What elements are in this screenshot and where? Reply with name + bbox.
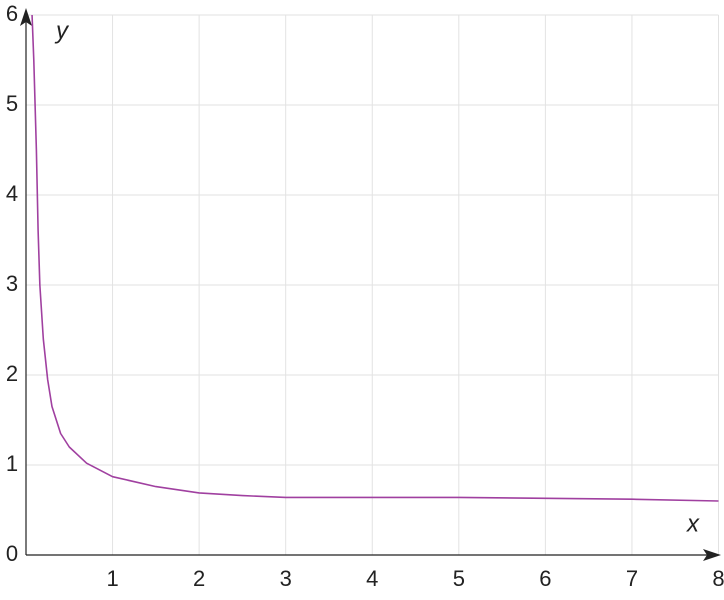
- x-tick-label: 1: [106, 566, 118, 591]
- y-tick-label: 4: [6, 181, 18, 206]
- x-tick-label: 5: [453, 566, 465, 591]
- x-tick-label: 7: [626, 566, 638, 591]
- x-tick-label: 8: [712, 566, 724, 591]
- y-tick-label: 0: [6, 541, 18, 566]
- y-tick-label: 5: [6, 91, 18, 116]
- y-tick-label: 1: [6, 451, 18, 476]
- y-axis-label: y: [54, 17, 70, 44]
- line: [31, 14, 719, 502]
- x-axis-label: x: [686, 510, 700, 537]
- x-tick-label: 4: [366, 566, 378, 591]
- x-tick-label: 6: [539, 566, 551, 591]
- y-axis-arrow: [20, 8, 32, 26]
- y-tick-label: 2: [6, 361, 18, 386]
- x-axis-arrow: [703, 549, 721, 561]
- x-tick-label: 3: [280, 566, 292, 591]
- x-tick-label: 2: [193, 566, 205, 591]
- y-tick-label: 3: [6, 271, 18, 296]
- y-tick-label: 6: [6, 1, 18, 26]
